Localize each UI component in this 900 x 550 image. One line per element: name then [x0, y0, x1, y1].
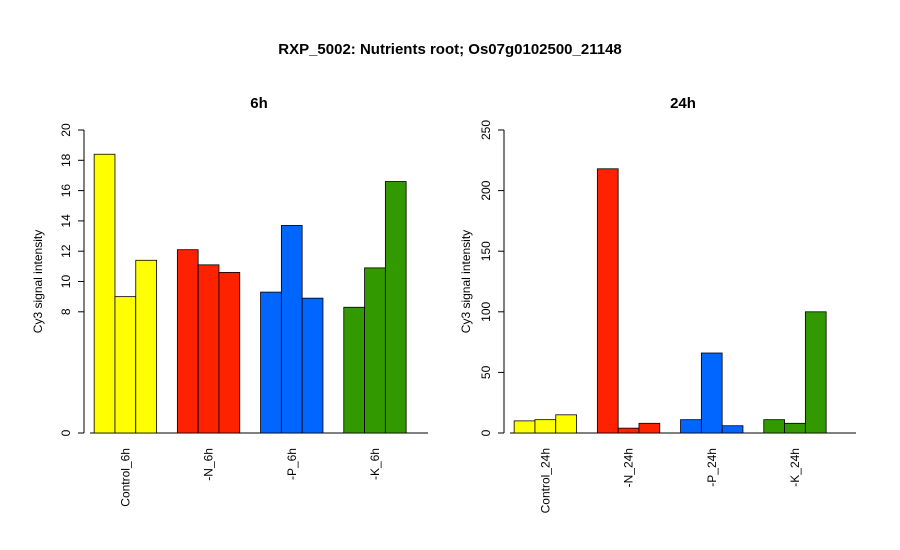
y-tick-label: 250: [479, 120, 493, 140]
bar--K_6h: [364, 267, 386, 434]
bar--N_24h: [596, 168, 619, 434]
x-category-label: -K_6h: [368, 448, 382, 480]
figure-title: RXP_5002: Nutrients root; Os07g0102500_2…: [278, 41, 622, 58]
bar--K_24h: [784, 422, 806, 434]
bar--N_24h: [638, 422, 661, 434]
y-tick-label: 8: [59, 308, 73, 315]
y-tick-label: 12: [59, 244, 73, 258]
bar--N_6h: [197, 264, 220, 434]
y-tick-label: 150: [479, 241, 493, 261]
bar-Control_24h: [513, 420, 536, 434]
y-tick-label: 14: [59, 214, 73, 228]
bar--N_6h: [218, 272, 241, 434]
bar-Control_6h: [93, 153, 116, 434]
bar-Control_6h: [114, 296, 137, 434]
bar-Control_24h: [555, 414, 577, 434]
bar--P_6h: [280, 225, 303, 434]
x-category-label: -N_24h: [622, 448, 636, 487]
y-tick-label: 20: [59, 123, 73, 137]
y-tick-label: 200: [479, 180, 493, 200]
y-tick-label: 100: [479, 301, 493, 321]
x-category-label: -K_24h: [788, 448, 802, 487]
y-tick-label: 0: [59, 429, 73, 436]
bar--P_6h: [301, 297, 324, 434]
bar-Control_24h: [534, 419, 557, 434]
bar--P_6h: [260, 291, 282, 434]
bar--K_24h: [804, 311, 827, 434]
y-tick-label: 0: [479, 429, 493, 436]
y-tick-label: 18: [59, 153, 73, 167]
bar-Control_6h: [135, 259, 157, 434]
panel-title: 6h: [250, 95, 268, 112]
x-category-label: Control_24h: [538, 448, 552, 513]
x-category-label: -N_6h: [202, 448, 216, 481]
y-axis-label: Cy3 signal intensity: [459, 230, 473, 333]
x-category-label: -P_6h: [285, 448, 299, 480]
x-category-label: -P_24h: [705, 448, 719, 487]
y-axis-label: Cy3 signal intensity: [31, 230, 45, 333]
bar--N_24h: [617, 427, 640, 434]
y-tick-label: 50: [479, 365, 493, 379]
bar--P_24h: [680, 419, 702, 434]
bar--K_24h: [763, 419, 785, 434]
bar--P_24h: [721, 425, 744, 434]
bar--K_6h: [384, 181, 407, 434]
x-category-label: Control_6h: [118, 448, 132, 507]
y-tick-label: 16: [59, 184, 73, 198]
bar--K_6h: [343, 306, 365, 434]
bar--N_6h: [176, 249, 199, 434]
y-tick-label: 10: [59, 275, 73, 289]
bar--P_24h: [700, 352, 723, 434]
panel-title: 24h: [670, 95, 696, 112]
